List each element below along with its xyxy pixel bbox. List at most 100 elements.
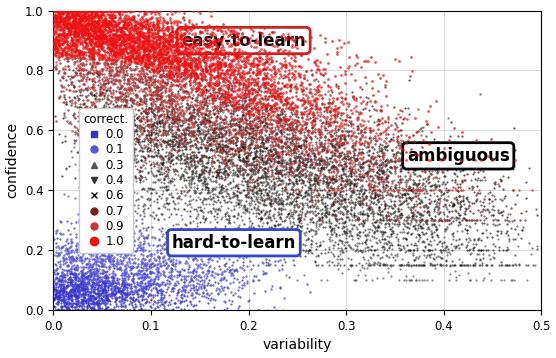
Point <box>125 243 134 248</box>
Point <box>76 23 85 28</box>
Point <box>83 16 92 22</box>
Point <box>84 8 93 13</box>
Point <box>192 49 201 55</box>
Point <box>187 170 196 175</box>
Point <box>273 198 282 204</box>
Point <box>202 40 211 46</box>
Point <box>291 198 300 204</box>
Point <box>261 262 270 268</box>
Point <box>379 160 388 166</box>
Point <box>276 200 285 206</box>
Point <box>173 194 182 200</box>
Point <box>54 37 63 43</box>
Point <box>100 16 109 22</box>
Point <box>345 150 354 155</box>
Point <box>271 150 280 156</box>
Point <box>296 142 305 148</box>
Point <box>307 93 316 99</box>
Point <box>80 275 88 281</box>
Point <box>120 284 128 290</box>
Point <box>141 281 150 287</box>
Point <box>260 197 269 203</box>
Point <box>190 267 199 272</box>
Point <box>153 108 162 114</box>
Point <box>317 162 326 168</box>
Point <box>270 70 279 76</box>
Point <box>444 145 453 150</box>
Point <box>381 241 390 246</box>
Point <box>359 168 368 173</box>
Point <box>118 110 127 116</box>
Point <box>54 57 63 63</box>
Point <box>224 286 232 291</box>
Point <box>363 139 372 145</box>
Point <box>356 94 365 100</box>
Point <box>260 156 269 161</box>
Point <box>166 153 175 159</box>
Point <box>243 83 252 89</box>
Point <box>82 304 91 310</box>
Point <box>393 164 401 169</box>
Point <box>127 52 136 58</box>
Point <box>222 151 231 157</box>
Point <box>76 281 85 287</box>
Point <box>127 98 136 104</box>
Point <box>102 20 111 26</box>
Point <box>378 129 387 135</box>
Point <box>186 104 195 110</box>
Point <box>390 214 399 219</box>
Point <box>88 286 97 292</box>
Point <box>397 161 406 166</box>
Point <box>121 48 130 53</box>
Point <box>213 271 222 277</box>
Point <box>377 175 386 181</box>
Point <box>127 54 136 60</box>
Point <box>151 141 160 147</box>
Point <box>480 243 489 248</box>
Point <box>250 193 259 199</box>
Point <box>75 291 84 297</box>
Point <box>178 50 187 56</box>
Point <box>479 199 488 205</box>
Point <box>174 132 183 138</box>
Point <box>257 130 266 136</box>
Point <box>96 35 105 41</box>
Point <box>240 81 249 86</box>
Point <box>80 8 89 14</box>
Point <box>315 106 324 112</box>
Point <box>52 291 61 297</box>
Point <box>167 140 176 145</box>
Point <box>206 219 215 225</box>
Point <box>338 129 347 134</box>
Point <box>249 185 258 190</box>
Point <box>93 282 102 287</box>
Point <box>302 209 311 215</box>
Point <box>139 48 148 54</box>
Point <box>183 127 192 133</box>
Point <box>179 38 188 44</box>
Point <box>330 164 339 170</box>
Point <box>100 8 108 13</box>
Point <box>156 287 165 292</box>
Point <box>164 40 173 45</box>
Point <box>155 93 164 99</box>
Point <box>168 66 177 72</box>
Point <box>103 41 112 47</box>
Point <box>141 300 150 306</box>
Point <box>51 9 59 14</box>
Point <box>52 282 61 288</box>
Point <box>242 87 251 93</box>
Point <box>180 157 188 163</box>
Point <box>144 153 153 158</box>
Point <box>166 30 175 35</box>
Point <box>92 166 101 171</box>
Point <box>147 124 156 130</box>
Point <box>250 205 259 211</box>
Point <box>61 300 70 306</box>
Point <box>139 138 148 144</box>
Point <box>210 133 219 139</box>
Point <box>135 55 143 61</box>
Point <box>119 289 128 295</box>
Point <box>331 159 340 165</box>
Point <box>61 36 70 42</box>
